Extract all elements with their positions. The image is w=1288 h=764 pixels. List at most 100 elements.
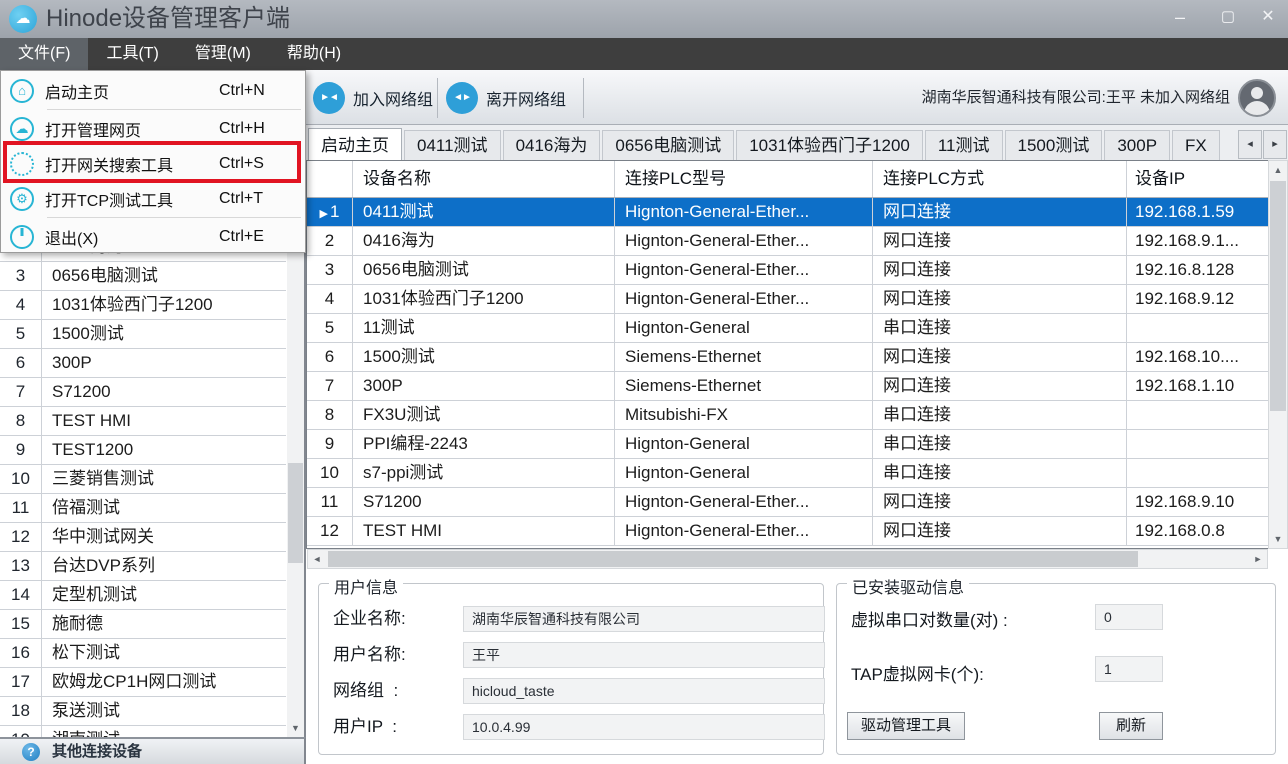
header-device-name[interactable]: 设备名称 xyxy=(353,161,615,197)
user-info-title: 用户信息 xyxy=(329,574,404,598)
other-devices-bar[interactable]: ? 其他连接设备 xyxy=(0,737,306,764)
menubar-item[interactable]: 工具(T) xyxy=(106,45,159,62)
driver-manager-button[interactable]: 驱动管理工具 xyxy=(847,712,965,740)
table-row[interactable]: 2 0416海为 Hignton-General-Ether... 网口连接 192.1… xyxy=(307,227,1268,256)
table-row[interactable]: 11 S71200 Hignton-General-Ether... 网口连接 192.… xyxy=(307,488,1268,517)
user-info-field[interactable]: hicloud_taste xyxy=(463,678,825,704)
user-avatar[interactable] xyxy=(1238,79,1276,117)
sidebar-scrollbar[interactable]: ▼ xyxy=(287,233,304,737)
join-network-group-button[interactable]: ►◄ 加入网络组 xyxy=(313,78,433,118)
sidebar-device-row[interactable]: 9 TEST1200 xyxy=(0,436,286,465)
close-button[interactable]: ✕ xyxy=(1261,8,1275,25)
refresh-button[interactable]: 刷新 xyxy=(1099,712,1163,740)
tab-scroll-left-button[interactable]: ◂ xyxy=(1238,130,1262,159)
tab-item[interactable]: 0416海为 xyxy=(502,130,601,160)
row-number: 12 xyxy=(307,517,353,545)
header-plc-model[interactable]: 连接PLC型号 xyxy=(615,161,873,197)
table-row[interactable]: 9 PPI编程-2243 Hignton-General 串口连接 xyxy=(307,430,1268,459)
sidebar-device-row[interactable]: 19湖南测试 xyxy=(0,726,286,737)
tap-adapter-count-field[interactable]: 1 xyxy=(1095,656,1163,682)
leave-network-group-button[interactable]: ◄► 离开网络组 xyxy=(446,78,566,118)
header-plc-mode[interactable]: 连接PLC方式 xyxy=(873,161,1127,197)
minimize-button[interactable]: – xyxy=(1174,7,1185,27)
sidebar-row-number: 18 xyxy=(0,697,42,725)
file-menu-item[interactable]: ☁ 打开管理网页 Ctrl+H xyxy=(1,111,305,146)
cell-plc-model: Hignton-General xyxy=(615,430,873,458)
scroll-right-icon[interactable]: ► xyxy=(1253,554,1263,564)
scroll-left-icon[interactable]: ◄ xyxy=(312,554,322,564)
tab-item[interactable]: 300P xyxy=(1104,130,1171,160)
tab-scroll-right-button[interactable]: ▸ xyxy=(1263,130,1287,159)
menubar-item[interactable]: 文件(F) xyxy=(0,38,89,70)
file-menu-item[interactable]: ⌂ 启动主页 Ctrl+N xyxy=(1,73,305,108)
window-title: Hinode设备管理客户端 xyxy=(46,5,291,32)
user-info-field[interactable]: 10.0.4.99 xyxy=(463,714,825,740)
file-menu-item[interactable]: 退出(X) Ctrl+E xyxy=(1,219,305,254)
tab-active[interactable]: 启动主页 xyxy=(308,128,402,160)
file-menu-item-label: 打开网关搜索工具 xyxy=(45,157,174,175)
scroll-down-icon[interactable]: ▼ xyxy=(1269,530,1287,548)
tab-strip: 启动主页 0411测试 0416海为 0656电脑测试 1031体验西门子1200 11测… xyxy=(306,125,1288,160)
header-device-ip[interactable]: 设备IP xyxy=(1135,169,1186,188)
horizontal-scrollbar-thumb[interactable] xyxy=(328,551,1138,567)
tab-item[interactable]: FX xyxy=(1172,130,1220,160)
table-row[interactable]: 10 s7-ppi测试 Hignton-General 串口连接 xyxy=(307,459,1268,488)
tab-item[interactable]: 11测试 xyxy=(924,130,1003,160)
tab-item[interactable]: 0656电脑测试 xyxy=(602,130,735,160)
row-number: 7 xyxy=(307,372,353,400)
sidebar-device-name: 1031体验西门子1200 xyxy=(52,295,213,314)
table-row[interactable]: 12 TEST HMI Hignton-General-Ether... 网口连接 19… xyxy=(307,517,1268,546)
tab-item[interactable]: 1031体验西门子1200 xyxy=(736,130,923,160)
sidebar-device-row[interactable]: 3 0656电脑测试 xyxy=(0,262,286,291)
cell-plc-mode: 网口连接 xyxy=(873,285,1127,313)
sidebar-row-number: 13 xyxy=(0,552,42,580)
sidebar-device-row[interactable]: 16 松下测试 xyxy=(0,639,286,668)
sidebar-device-row[interactable]: 10 三菱销售测试 xyxy=(0,465,286,494)
table-horizontal-scrollbar[interactable]: ◄ ► xyxy=(307,549,1268,569)
sidebar-device-row[interactable]: 8 TEST HMI xyxy=(0,407,286,436)
cell-plc-model: Siemens-Ethernet xyxy=(615,372,873,400)
user-info-field[interactable]: 湖南华辰智通科技有限公司 xyxy=(463,606,825,632)
sidebar-device-row[interactable]: 7 S71200 xyxy=(0,378,286,407)
sidebar-device-row[interactable]: 17 欧姆龙CP1H网口测试 xyxy=(0,668,286,697)
sidebar-device-row[interactable]: 4 1031体验西门子1200 xyxy=(0,291,286,320)
sidebar-device-row[interactable]: 11 倍福测试 xyxy=(0,494,286,523)
sidebar-device-row[interactable]: 6 300P xyxy=(0,349,286,378)
table-row[interactable]: 7 300P Siemens-Ethernet 网口连接 192.168.1.10 xyxy=(307,372,1268,401)
virtual-serial-count-field[interactable]: 0 xyxy=(1095,604,1163,630)
table-row[interactable]: ▶ 1 0411测试 Hignton-General-Ether... 网口连接 192.… xyxy=(307,198,1268,227)
header-row-marker xyxy=(307,161,353,197)
cell-plc-model: Hignton-General-Ether... xyxy=(615,285,873,313)
user-info-field[interactable]: 王平 xyxy=(463,642,825,668)
sidebar-device-row[interactable]: 5 1500测试 xyxy=(0,320,286,349)
menubar-item[interactable]: 帮助(H) xyxy=(286,45,342,62)
file-menu-item-shortcut: Ctrl+H xyxy=(219,119,265,137)
sidebar-device-row[interactable]: 13 台达DVP系列 xyxy=(0,552,286,581)
sidebar-device-row[interactable]: 12 华中测试网关 xyxy=(0,523,286,552)
table-row[interactable]: 6 1500测试 Siemens-Ethernet 网口连接 192.168.10...… xyxy=(307,343,1268,372)
file-menu-item[interactable]: ⚙ 打开TCP测试工具 Ctrl+T xyxy=(1,181,305,216)
sidebar-scrollbar-thumb[interactable] xyxy=(288,463,303,563)
table-row[interactable]: 4 1031体验西门子1200 Hignton-General-Ether... 网口… xyxy=(307,285,1268,314)
table-vertical-scrollbar[interactable]: ▲ ▼ xyxy=(1268,160,1288,549)
tab-item[interactable]: 0411测试 xyxy=(404,130,501,160)
user-info-panel: 用户信息 企业名称: 湖南华辰智通科技有限公司 用户名称: 王平 网络组 : hiclou… xyxy=(318,574,825,755)
wrench-icon: ⚙ xyxy=(10,186,34,211)
maximize-button[interactable]: ▢ xyxy=(1220,8,1236,25)
sidebar-device-name: 定型机测试 xyxy=(52,585,137,604)
menubar-item[interactable]: 管理(M) xyxy=(194,45,251,62)
scroll-up-icon[interactable]: ▲ xyxy=(1269,161,1287,179)
file-menu-item[interactable]: 打开网关搜索工具 Ctrl+S xyxy=(1,146,305,181)
gateway-search-icon xyxy=(10,151,34,176)
cell-plc-mode: 串口连接 xyxy=(873,314,1127,342)
table-row[interactable]: 5 11测试 Hignton-General 串口连接 xyxy=(307,314,1268,343)
sidebar-device-row[interactable]: 14 定型机测试 xyxy=(0,581,286,610)
table-row[interactable]: 8 FX3U测试 Mitsubishi-FX 串口连接 xyxy=(307,401,1268,430)
sidebar-device-row[interactable]: 15 施耐德 xyxy=(0,610,286,639)
sidebar-scroll-down-icon[interactable]: ▼ xyxy=(287,719,304,737)
sidebar-device-list: 20416海为30656电脑测试41031体验西门子120051500测试630… xyxy=(0,233,286,737)
tab-item[interactable]: 1500测试 xyxy=(1004,130,1103,160)
table-row[interactable]: 3 0656电脑测试 Hignton-General-Ether... 网口连接 192… xyxy=(307,256,1268,285)
sidebar-device-row[interactable]: 18 泵送测试 xyxy=(0,697,286,726)
vertical-scrollbar-thumb[interactable] xyxy=(1270,181,1286,411)
